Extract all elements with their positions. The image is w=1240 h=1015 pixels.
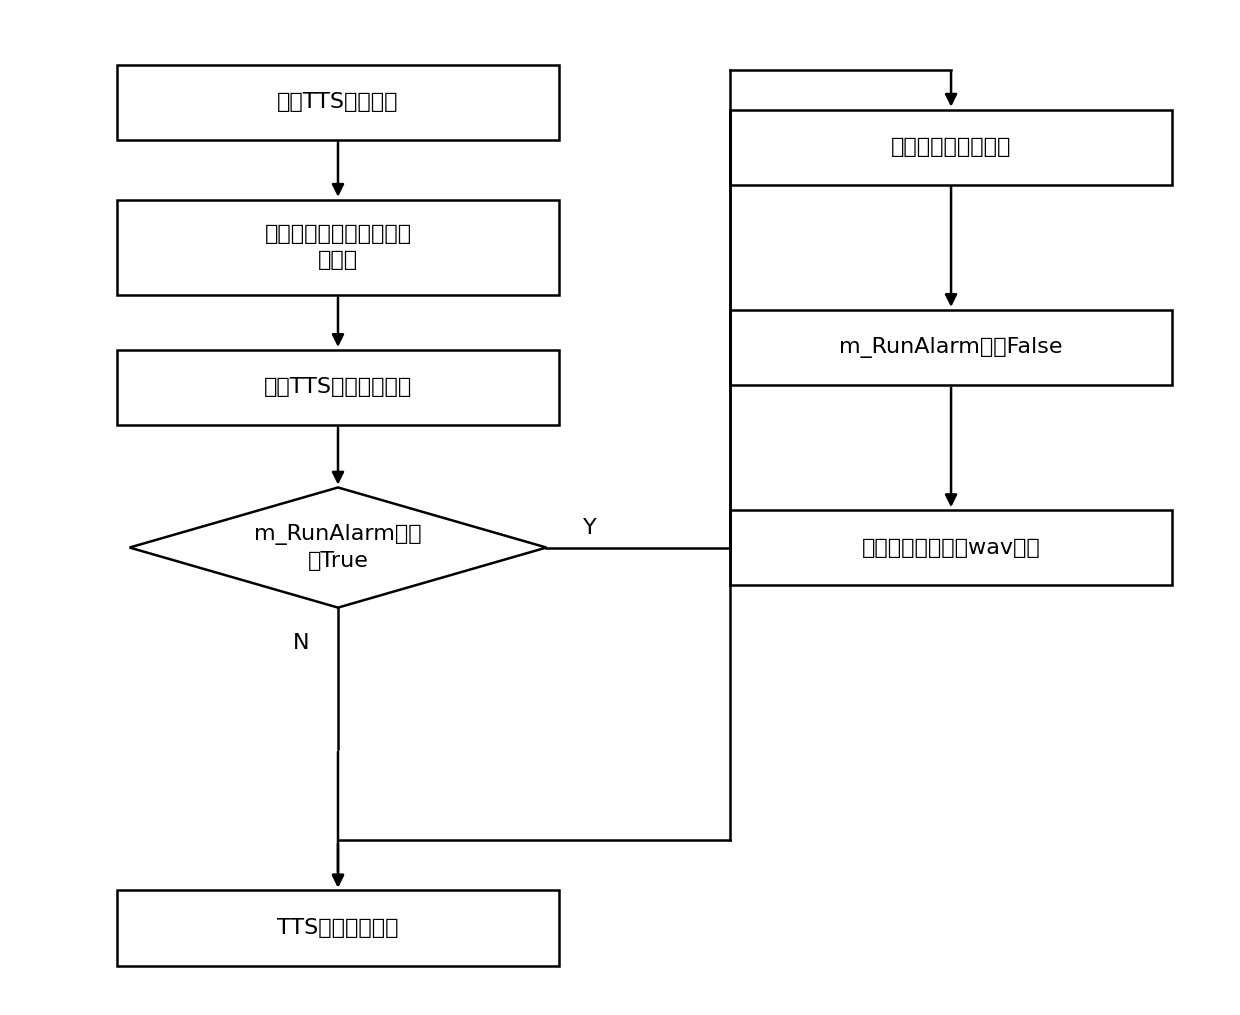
- Text: m_RunAlarm置为False: m_RunAlarm置为False: [839, 337, 1063, 358]
- Polygon shape: [129, 487, 547, 608]
- Bar: [118, 350, 559, 425]
- Text: Y: Y: [583, 518, 596, 538]
- Bar: [730, 110, 1172, 185]
- Text: 开启TTS语音播报线程: 开启TTS语音播报线程: [264, 378, 412, 397]
- Text: 设置语音音量，语速等基
本信息: 设置语音音量，语速等基 本信息: [264, 224, 412, 270]
- Text: N: N: [293, 632, 310, 653]
- Bar: [118, 65, 559, 140]
- Text: m_RunAlarm是否
为True: m_RunAlarm是否 为True: [254, 524, 422, 571]
- Text: TTS语音播报结束: TTS语音播报结束: [278, 918, 399, 938]
- Text: 启动TTS语音报警: 启动TTS语音报警: [278, 92, 399, 112]
- Bar: [730, 510, 1172, 585]
- Text: 朗读存储的报警信息: 朗读存储的报警信息: [890, 137, 1012, 157]
- Text: 生成语音报警信息wav文件: 生成语音报警信息wav文件: [862, 538, 1040, 557]
- Bar: [118, 890, 559, 965]
- Bar: [118, 200, 559, 294]
- Bar: [730, 310, 1172, 385]
